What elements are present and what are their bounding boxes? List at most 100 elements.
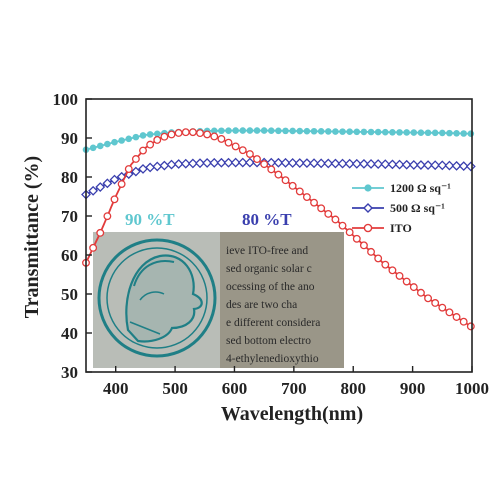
series-point-2 (267, 165, 276, 174)
x-tick-label: 900 (400, 379, 426, 398)
series-point-0 (403, 129, 410, 136)
series-point-2 (174, 128, 183, 137)
series-point-2 (367, 247, 375, 256)
series-point-0 (453, 130, 460, 137)
series-point-1 (287, 158, 298, 168)
x-tick-label: 1000 (455, 379, 489, 398)
series-point-1 (230, 157, 241, 168)
text-photo-panel (220, 232, 344, 368)
series-point-2 (181, 128, 190, 137)
series-point-2 (295, 187, 304, 196)
series-point-1 (330, 158, 341, 169)
series-point-2 (331, 215, 340, 224)
series-point-0 (389, 128, 396, 136)
plot-frame (85, 98, 473, 373)
series-point-2 (188, 128, 197, 137)
series-point-2 (196, 129, 204, 138)
series-point-2 (245, 150, 254, 158)
scanned-text: ieve ITO-free and sed organic solar c oc… (226, 245, 320, 365)
series-point-2 (124, 165, 133, 173)
y-tick-label: 70 (61, 207, 78, 226)
y-tick-label: 100 (53, 90, 79, 109)
series-point-1 (202, 158, 213, 168)
inset-line-7: 4-ethylenedioxythio (226, 353, 319, 365)
series-point-0 (289, 127, 296, 135)
series-point-0 (460, 130, 467, 137)
series-point-2 (317, 204, 326, 213)
series-point-1 (394, 159, 405, 170)
series-point-2 (146, 140, 155, 149)
series-point-2 (167, 130, 176, 139)
series-point-2 (260, 160, 269, 169)
series-point-0 (210, 127, 218, 135)
annotation-90T: 90 %T (125, 210, 175, 229)
y-tick-label: 40 (61, 324, 78, 343)
series-point-0 (332, 128, 339, 135)
series-point-2 (352, 234, 361, 243)
x-tick-label: 500 (162, 379, 188, 398)
series-point-1 (423, 160, 433, 171)
series-point-1 (359, 158, 369, 169)
inset-line-2: sed organic solar c (226, 263, 312, 275)
series-point-2 (217, 134, 226, 143)
series-point-1 (294, 158, 305, 168)
series-point-0 (104, 140, 111, 148)
x-tick-label: 400 (103, 379, 129, 398)
series-point-1 (195, 158, 205, 169)
series-point-2 (466, 322, 475, 331)
series-point-0 (89, 144, 97, 152)
legend-label-500: 500 Ω sq⁻¹ (390, 201, 445, 215)
series-point-0 (253, 127, 261, 134)
series-point-0 (132, 133, 140, 141)
series-point-0 (111, 138, 118, 146)
inset-line-3: ocessing of the ano (226, 281, 315, 293)
series-point-0 (239, 127, 247, 134)
series-point-2 (416, 288, 425, 297)
y-tick-label: 50 (61, 285, 78, 304)
series-point-1 (180, 158, 191, 169)
series-point-0 (324, 128, 332, 135)
series-point-1 (280, 157, 291, 168)
series-point-0 (431, 129, 439, 137)
series-point-2 (359, 241, 368, 250)
series-point-2 (288, 181, 297, 190)
legend-label-ito: ITO (390, 221, 412, 235)
series-point-0 (218, 127, 225, 135)
series-point-0 (118, 137, 125, 144)
series-point-1 (173, 159, 184, 169)
series-point-1 (109, 174, 120, 185)
series-point-2 (409, 283, 418, 292)
series-point-2 (345, 228, 354, 237)
legend: 1200 Ω sq⁻¹ 500 Ω sq⁻¹ ITO (352, 181, 451, 235)
series-point-1 (458, 161, 469, 172)
series-point-2 (153, 135, 162, 144)
series-point-1 (187, 158, 198, 169)
series-point-2 (238, 146, 247, 155)
series-point-1 (102, 178, 113, 189)
series-point-1 (373, 159, 384, 169)
y-tick-label: 80 (61, 168, 78, 187)
series-point-2 (302, 193, 311, 201)
series-point-2 (274, 170, 283, 179)
series-point-1 (408, 160, 419, 170)
series-point-2 (281, 176, 290, 185)
inset-line-1: ieve ITO-free and (226, 245, 308, 257)
legend-marker-ito (363, 223, 373, 233)
series-point-2 (117, 180, 126, 188)
series-point-2 (96, 228, 105, 237)
series-point-1 (166, 159, 177, 170)
series-point-0 (417, 129, 425, 136)
series-point-0 (296, 127, 304, 135)
inset-line-4: des are two cha (226, 299, 297, 311)
series-point-2 (381, 260, 390, 269)
series-point-0 (353, 128, 361, 136)
series-point-2 (110, 195, 119, 204)
series-point-2 (231, 142, 240, 151)
seal-photo-panel (93, 232, 220, 368)
y-tick-label: 30 (61, 363, 78, 382)
series-point-1 (88, 185, 99, 196)
series-point-1 (465, 161, 476, 172)
series-point-1 (437, 160, 448, 171)
series-point-0 (339, 128, 346, 135)
